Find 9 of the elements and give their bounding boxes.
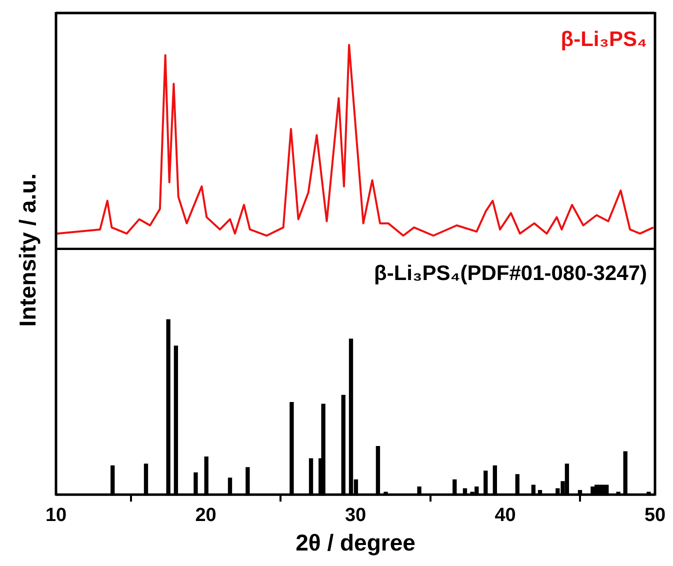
text: β-Li₃PS₄(PDF#01-080-3247) bbox=[374, 262, 647, 285]
text: β-Li₃PS₄ bbox=[560, 28, 647, 51]
x-tick-label: 30 bbox=[344, 505, 366, 526]
x-tick-label: 40 bbox=[494, 505, 516, 526]
x-axis-title: 2θ / degree bbox=[296, 530, 416, 556]
x-tick-label: 10 bbox=[45, 505, 67, 526]
y-axis-title: Intensity / a.u. bbox=[14, 173, 42, 327]
x-tick-label: 50 bbox=[644, 505, 666, 526]
x-tick-label: 20 bbox=[195, 505, 216, 526]
